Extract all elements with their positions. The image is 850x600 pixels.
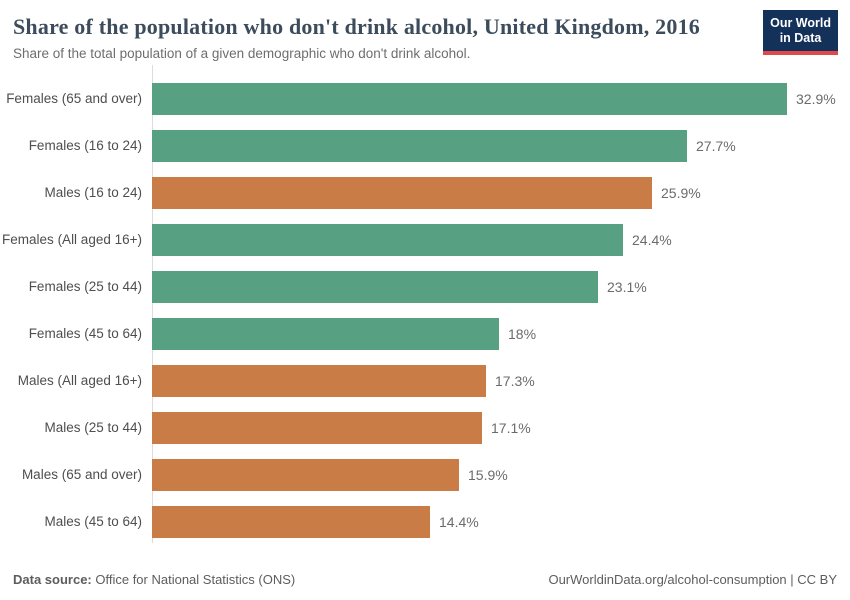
bar-track: 18% [152, 317, 850, 350]
bar-track: 14.4% [152, 505, 850, 538]
owid-logo-line2: in Data [779, 31, 822, 45]
bar[interactable] [152, 270, 598, 303]
value-label: 15.9% [468, 466, 508, 483]
bar[interactable] [152, 82, 787, 115]
category-label: Females (45 to 64) [28, 326, 142, 342]
bar-track: 23.1% [152, 270, 850, 303]
data-source-value: Office for National Statistics (ONS) [91, 572, 296, 587]
bar-track: 25.9% [152, 176, 850, 209]
footer-credit-link[interactable]: OurWorldinData.org/alcohol-consumption |… [548, 572, 837, 587]
category-label: Males (45 to 64) [44, 514, 142, 530]
owid-logo-line1: Our World [770, 16, 831, 30]
chart-title: Share of the population who don't drink … [13, 14, 700, 39]
category-label: Females (All aged 16+) [2, 232, 142, 248]
bar-track: 17.1% [152, 411, 850, 444]
value-label: 24.4% [632, 231, 672, 248]
value-label: 17.1% [491, 419, 531, 436]
category-label: Males (65 and over) [21, 467, 142, 483]
category-label: Females (25 to 44) [28, 279, 142, 295]
bar-row: Males (25 to 44) 17.1% [0, 404, 850, 451]
value-label: 14.4% [439, 513, 479, 530]
value-label: 18% [508, 325, 537, 342]
bar[interactable] [152, 364, 486, 397]
category-label: Females (65 and over) [6, 91, 142, 107]
bar-chart: Females (65 and over) 32.9% Females (16 … [0, 65, 850, 545]
data-source: Data source: Office for National Statist… [13, 572, 295, 587]
owid-logo: Our World in Data [763, 10, 838, 55]
chart-header: Share of the population who don't drink … [0, 0, 850, 61]
y-axis-line [152, 65, 153, 544]
bar-row: Males (All aged 16+) 17.3% [0, 357, 850, 404]
value-label: 32.9% [796, 90, 836, 107]
bar-track: 32.9% [152, 82, 850, 115]
bar[interactable] [152, 411, 482, 444]
bar-track: 15.9% [152, 458, 850, 491]
bar-row: Females (25 to 44) 23.1% [0, 263, 850, 310]
bar[interactable] [152, 223, 623, 256]
value-label: 23.1% [607, 278, 647, 295]
bar-track: 17.3% [152, 364, 850, 397]
chart-subtitle: Share of the total population of a given… [13, 46, 471, 62]
bar[interactable] [152, 176, 652, 209]
category-label: Females (16 to 24) [28, 138, 142, 154]
data-source-label: Data source: [13, 572, 92, 587]
bar-row: Females (45 to 64) 18% [0, 310, 850, 357]
bar[interactable] [152, 458, 459, 491]
value-label: 25.9% [661, 184, 701, 201]
bar-row: Males (45 to 64) 14.4% [0, 498, 850, 545]
category-label: Males (16 to 24) [44, 185, 142, 201]
category-label: Males (25 to 44) [44, 420, 142, 436]
bar-row: Males (65 and over) 15.9% [0, 451, 850, 498]
category-label: Males (All aged 16+) [17, 373, 142, 389]
bar[interactable] [152, 129, 687, 162]
bar-row: Females (65 and over) 32.9% [0, 75, 850, 122]
plot-rows: Females (65 and over) 32.9% Females (16 … [0, 75, 850, 545]
value-label: 17.3% [495, 372, 535, 389]
chart-footer: Data source: Office for National Statist… [13, 572, 837, 587]
bar[interactable] [152, 317, 499, 350]
value-label: 27.7% [696, 137, 736, 154]
bar-track: 27.7% [152, 129, 850, 162]
bar-row: Males (16 to 24) 25.9% [0, 169, 850, 216]
bar-row: Females (All aged 16+) 24.4% [0, 216, 850, 263]
bar-track: 24.4% [152, 223, 850, 256]
bar-row: Females (16 to 24) 27.7% [0, 122, 850, 169]
bar[interactable] [152, 505, 430, 538]
